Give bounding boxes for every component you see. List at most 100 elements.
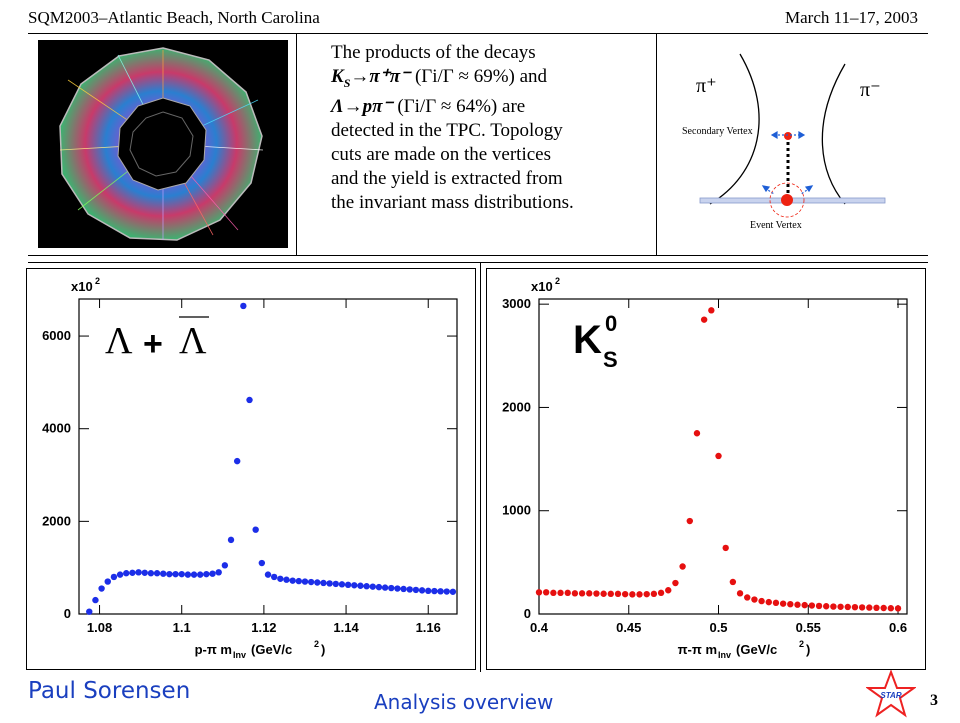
vertex-cut-circle — [769, 182, 805, 218]
pi-minus-label: π⁻ — [860, 79, 881, 101]
data-point — [289, 577, 296, 584]
data-point — [823, 603, 830, 610]
data-point — [116, 571, 124, 578]
data-point — [449, 588, 457, 595]
data-point — [270, 573, 278, 581]
data-point — [787, 600, 794, 608]
x-tick-label: 1.16 — [416, 620, 441, 635]
data-point — [406, 586, 413, 593]
pi-minus-track — [821, 63, 846, 205]
header-right: March 11–17, 2003 — [785, 8, 918, 27]
data-point — [578, 590, 586, 597]
data-point — [344, 581, 352, 589]
y-tick-label: 1000 — [502, 503, 531, 518]
data-point — [643, 590, 650, 598]
data-point — [92, 596, 99, 604]
data-point — [184, 571, 192, 578]
y-multiplier-exponent: 2 — [555, 276, 560, 286]
tpc-event-image — [38, 40, 288, 248]
data-point — [381, 584, 389, 591]
data-point — [779, 600, 787, 607]
x-axis-label-close: ) — [321, 642, 325, 657]
data-point — [388, 584, 395, 592]
x-axis-label-exponent: 2 — [314, 639, 319, 649]
data-point — [621, 590, 629, 598]
data-point — [338, 581, 346, 588]
data-point — [215, 569, 222, 576]
data-point — [412, 586, 420, 594]
chart-title-antilambda: Λ — [179, 320, 207, 362]
x-tick-label: 1.12 — [251, 620, 276, 635]
data-point — [110, 573, 118, 581]
data-point — [153, 570, 161, 577]
data-point — [369, 583, 376, 590]
y-multiplier-exponent: 2 — [95, 276, 100, 286]
data-point — [873, 604, 880, 612]
data-point — [172, 570, 179, 578]
data-point — [326, 580, 333, 587]
data-point — [729, 578, 737, 586]
data-point — [593, 590, 600, 597]
data-point — [564, 589, 571, 597]
data-point — [607, 590, 615, 598]
data-point — [363, 583, 370, 590]
data-point — [301, 578, 309, 585]
data-point — [794, 601, 801, 608]
x-axis-label-exponent: 2 — [799, 639, 804, 649]
chart-title-subscript: S — [603, 347, 618, 372]
x-tick-label: 1.08 — [87, 620, 112, 635]
x-axis-label-subscript: Inv — [718, 650, 731, 660]
data-point — [86, 608, 93, 615]
data-point — [190, 571, 198, 578]
data-point — [686, 517, 693, 525]
data-point — [258, 559, 266, 567]
ks-decay: →π⁺π⁻ — [350, 66, 411, 87]
data-point — [672, 579, 679, 587]
data-point — [693, 430, 701, 437]
data-point — [535, 589, 543, 596]
data-point — [801, 601, 808, 609]
data-point — [160, 570, 167, 577]
data-point — [858, 604, 866, 611]
data-point — [418, 587, 426, 594]
data-point — [443, 588, 450, 595]
data-point — [252, 526, 259, 533]
x-tick-label: 1.14 — [333, 620, 359, 635]
data-point — [277, 575, 284, 582]
data-point — [550, 589, 557, 597]
data-point — [629, 591, 636, 598]
data-point — [351, 582, 358, 589]
data-point — [264, 571, 272, 578]
mid-rule-1 — [28, 255, 928, 256]
data-point — [425, 587, 432, 595]
data-point — [571, 590, 579, 597]
data-point — [332, 580, 339, 588]
data-point — [844, 603, 851, 611]
pi-plus-label: π⁺ — [696, 75, 717, 97]
data-point — [715, 452, 722, 460]
x-axis-label-unit: (GeV/c — [736, 642, 777, 657]
data-point — [246, 396, 253, 404]
data-point — [772, 599, 780, 607]
x-axis-label-subscript: Inv — [233, 650, 246, 660]
header-rule — [28, 33, 928, 34]
plot-frame — [538, 298, 908, 615]
pi-plus-track — [709, 53, 760, 205]
data-point — [751, 596, 758, 603]
ks-subscript: S — [343, 75, 351, 90]
divider-top-left — [296, 33, 297, 255]
data-point — [283, 576, 290, 583]
x-axis-label: p-π m — [195, 642, 232, 657]
star-logo-text: STAR — [880, 691, 901, 700]
data-point — [679, 563, 686, 570]
data-point — [636, 591, 643, 598]
x-tick-label: 0.6 — [889, 620, 907, 635]
ks-ratio: (Γi/Γ ≈ 69%) and — [410, 66, 548, 87]
intro-line-1: The products of the decays — [331, 42, 536, 63]
x-tick-label: 1.1 — [173, 620, 191, 635]
x-axis-label-close: ) — [806, 642, 810, 657]
data-point — [209, 570, 216, 577]
x-tick-label: 0.55 — [796, 620, 821, 635]
data-point — [147, 570, 155, 577]
